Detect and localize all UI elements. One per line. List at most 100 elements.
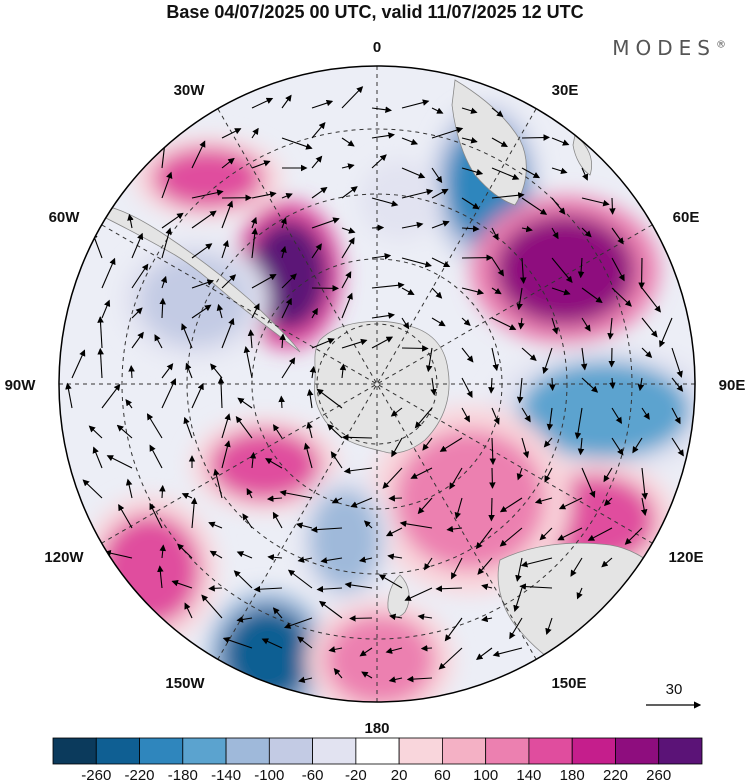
wind-vector xyxy=(461,225,480,233)
wind-vector xyxy=(488,377,495,394)
wind-vector xyxy=(185,362,193,379)
wind-vector xyxy=(581,167,589,181)
colorbar-swatch xyxy=(441,737,487,765)
wind-vector xyxy=(283,617,313,629)
wind-vector xyxy=(570,557,583,577)
wind-vector xyxy=(431,126,464,139)
colorbar-swatch xyxy=(615,737,660,765)
wind-vector xyxy=(177,543,193,559)
colorbar-swatch xyxy=(95,737,140,765)
wind-vector xyxy=(611,407,622,425)
wind-vector xyxy=(287,569,313,589)
wind-vector xyxy=(359,647,373,657)
wind-vector xyxy=(388,676,403,683)
wind-vector xyxy=(611,257,625,282)
madagascar-land xyxy=(572,134,592,176)
wind-vector xyxy=(311,217,340,229)
wind-vector xyxy=(551,197,566,215)
wind-vector xyxy=(97,347,104,379)
colorbar-tick-label: 20 xyxy=(391,767,408,783)
wind-vector xyxy=(184,602,193,619)
wind-vector xyxy=(641,407,650,420)
wind-vector xyxy=(513,587,523,612)
wind-vector xyxy=(509,617,523,640)
wind-vector xyxy=(221,413,231,439)
wind-vector xyxy=(213,468,223,499)
wind-vector xyxy=(449,467,463,490)
lon-label-180: 180 xyxy=(364,720,389,737)
wind-vector xyxy=(217,376,225,409)
wind-vector xyxy=(641,347,653,358)
wind-vectors xyxy=(65,86,684,684)
wind-vector xyxy=(461,197,480,210)
lon-label-0: 0 xyxy=(373,39,381,56)
wind-vector xyxy=(101,383,121,409)
wind-vector xyxy=(549,377,556,392)
wind-vector xyxy=(280,245,287,259)
colorbar-tick-label: 140 xyxy=(516,767,541,783)
wind-vector xyxy=(577,257,585,279)
wind-vector xyxy=(191,279,215,289)
wind-vector xyxy=(539,527,553,541)
south-america-land xyxy=(78,203,301,353)
colorbar-tick-label: 180 xyxy=(560,767,585,783)
colorbar-swatch xyxy=(571,737,616,765)
wind-vector xyxy=(159,297,166,319)
wind-vector xyxy=(341,186,358,199)
wind-vector xyxy=(641,317,658,338)
colorbar-tick-label: 220 xyxy=(603,767,628,783)
wind-vector xyxy=(161,171,173,199)
wind-vector xyxy=(311,155,323,169)
anomaly-core xyxy=(370,170,430,230)
brand-name: MODES xyxy=(612,36,716,60)
wind-vector xyxy=(611,437,624,456)
wind-vector xyxy=(641,287,661,313)
wind-vector xyxy=(251,97,274,109)
wind-vector xyxy=(251,274,277,289)
wind-vector xyxy=(281,94,292,109)
wind-vector xyxy=(439,437,463,452)
wind-vector xyxy=(272,607,283,619)
wind-vector xyxy=(371,312,395,319)
wind-vector xyxy=(551,167,568,175)
wind-vector xyxy=(146,413,163,439)
wind-vector xyxy=(542,347,553,375)
colorbar-tick-label: -100 xyxy=(254,767,284,783)
lon-label-90w: 90W xyxy=(5,377,37,394)
brand-mark: ® xyxy=(716,39,726,51)
wind-vector xyxy=(431,188,449,199)
wind-vector xyxy=(581,227,592,238)
wind-vector xyxy=(671,377,684,392)
wind-vector xyxy=(476,647,493,660)
wind-vector xyxy=(371,224,385,232)
wind-vector xyxy=(491,287,502,295)
wind-vector xyxy=(221,317,235,349)
colorbar-swatch xyxy=(485,737,530,765)
wind-vector xyxy=(208,521,223,529)
wind-vector xyxy=(104,549,133,559)
colorbar-swatch xyxy=(355,737,400,765)
wind-vector xyxy=(422,437,433,451)
wind-vector xyxy=(358,556,373,563)
wind-vector xyxy=(577,437,585,456)
wind-vector xyxy=(306,421,313,439)
wind-vector xyxy=(328,646,343,653)
wind-vector xyxy=(341,163,355,170)
wind-vector xyxy=(461,317,471,326)
wind-vector xyxy=(431,317,446,327)
wind-vector xyxy=(311,99,334,109)
lon-label-90e: 90E xyxy=(719,377,746,394)
wind-vector xyxy=(92,446,103,469)
colorbar-swatch xyxy=(528,737,573,765)
wind-vector xyxy=(127,213,134,229)
wind-vector xyxy=(491,137,508,148)
wind-vector xyxy=(581,197,610,207)
wind-vector xyxy=(161,378,177,409)
wind-vector xyxy=(401,287,415,296)
wind-vector xyxy=(251,303,260,319)
wind-vector xyxy=(125,399,133,409)
lon-label-60w: 60W xyxy=(49,209,81,226)
wind-vector xyxy=(581,317,591,332)
wind-vector xyxy=(265,458,283,469)
colorbar-swatch xyxy=(658,737,703,765)
